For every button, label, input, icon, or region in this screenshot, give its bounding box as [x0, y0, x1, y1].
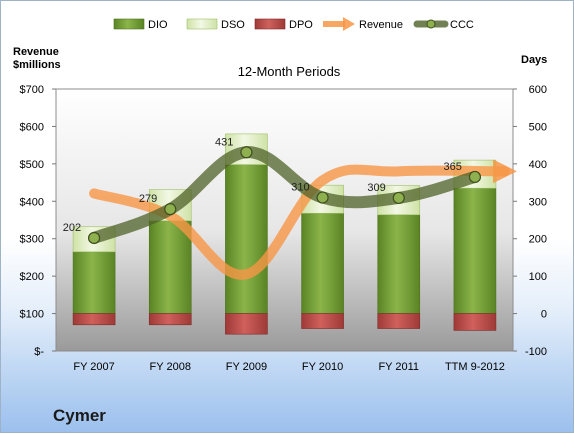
- bar-dpo-4: [377, 313, 421, 329]
- left-tick-label-4: $400: [20, 196, 44, 208]
- legend-label-dio: DIO: [148, 19, 168, 31]
- ccc-label-1: 279: [139, 193, 157, 205]
- ccc-point-2: [240, 146, 253, 159]
- company-name: Cymer: [53, 406, 106, 425]
- chart-title: 12-Month Periods: [237, 64, 341, 79]
- ccc-label-5: 365: [444, 161, 462, 173]
- lines-layer: 202 279 431 310 309 365: [63, 136, 517, 280]
- bar-dpo-2: [225, 313, 268, 335]
- left-tick-label-6: $600: [20, 121, 44, 133]
- bar-dpo-3: [301, 313, 344, 329]
- axes-layer: $- $100 $200 $300 $400 $500 $600 $700 -100 0 100 20…: [20, 84, 547, 373]
- x-tick-label-2: FY 2009: [226, 361, 267, 373]
- left-tick-label-3: $300: [20, 234, 44, 246]
- ccc-point-0: [87, 231, 101, 245]
- left-axis-title: Revenue $millions: [13, 46, 61, 72]
- right-tick-label-4: 300: [529, 196, 547, 208]
- bar-dio-2: [225, 164, 268, 314]
- x-tick-label-4: FY 2011: [378, 361, 419, 373]
- ccc-point-1: [164, 203, 177, 216]
- bar-dio-4: [377, 214, 421, 314]
- left-axis-title-line1: Revenue: [13, 46, 59, 58]
- bar-dio-1: [148, 220, 192, 314]
- x-tick-label-1: FY 2008: [150, 361, 191, 373]
- bar-dpo-1: [148, 313, 192, 326]
- right-tick-label-5: 400: [529, 159, 547, 171]
- ccc-point-5: [468, 170, 482, 184]
- bar-dio-0: [72, 251, 116, 314]
- left-axis-title-line2: $millions: [13, 59, 61, 71]
- ccc-label-4: 309: [367, 182, 385, 194]
- x-tick-label-3: FY 2010: [302, 361, 343, 373]
- right-axis-title: Days: [521, 54, 548, 66]
- ccc-point-3: [316, 191, 329, 204]
- legend: DIO DSO DPO Revenue CCC: [113, 17, 474, 31]
- bar-dpo-0: [72, 313, 116, 326]
- legend-revenue-arrowhead: [343, 17, 355, 31]
- legend-label-revenue: Revenue: [359, 19, 403, 31]
- left-tick-label-5: $500: [20, 159, 44, 171]
- legend-swatch-dpo: [254, 18, 286, 30]
- right-tick-label-6: 500: [529, 121, 547, 133]
- ccc-label-2: 431: [215, 136, 233, 148]
- x-tick-label-0: FY 2007: [73, 361, 114, 373]
- left-tick-label-0: $-: [34, 346, 44, 358]
- legend-label-dpo: DPO: [289, 19, 313, 31]
- left-tick-label-2: $200: [20, 271, 44, 283]
- ccc-label-0: 202: [63, 222, 81, 234]
- right-tick-label-7: 600: [529, 84, 547, 96]
- right-tick-label-0: -100: [525, 346, 547, 358]
- right-tick-label-1: 0: [541, 309, 547, 321]
- legend-swatch-dso: [186, 18, 218, 30]
- left-tick-label-7: $700: [20, 84, 44, 96]
- bar-dio-5: [453, 187, 497, 314]
- legend-ccc-marker: [426, 19, 436, 29]
- ccc-point-4: [392, 191, 405, 205]
- x-tick-label-5: TTM 9-2012: [445, 361, 505, 373]
- right-tick-label-2: 100: [529, 271, 547, 283]
- legend-swatch-dio: [113, 18, 145, 30]
- legend-label-ccc: CCC: [450, 19, 474, 31]
- right-tick-label-3: 200: [529, 234, 547, 246]
- left-tick-label-1: $100: [20, 309, 44, 321]
- bar-dio-3: [301, 212, 344, 314]
- plot-area: [55, 88, 514, 352]
- ccc-label-3: 310: [291, 182, 309, 194]
- bar-dpo-5: [453, 313, 497, 331]
- legend-label-dso: DSO: [221, 19, 245, 31]
